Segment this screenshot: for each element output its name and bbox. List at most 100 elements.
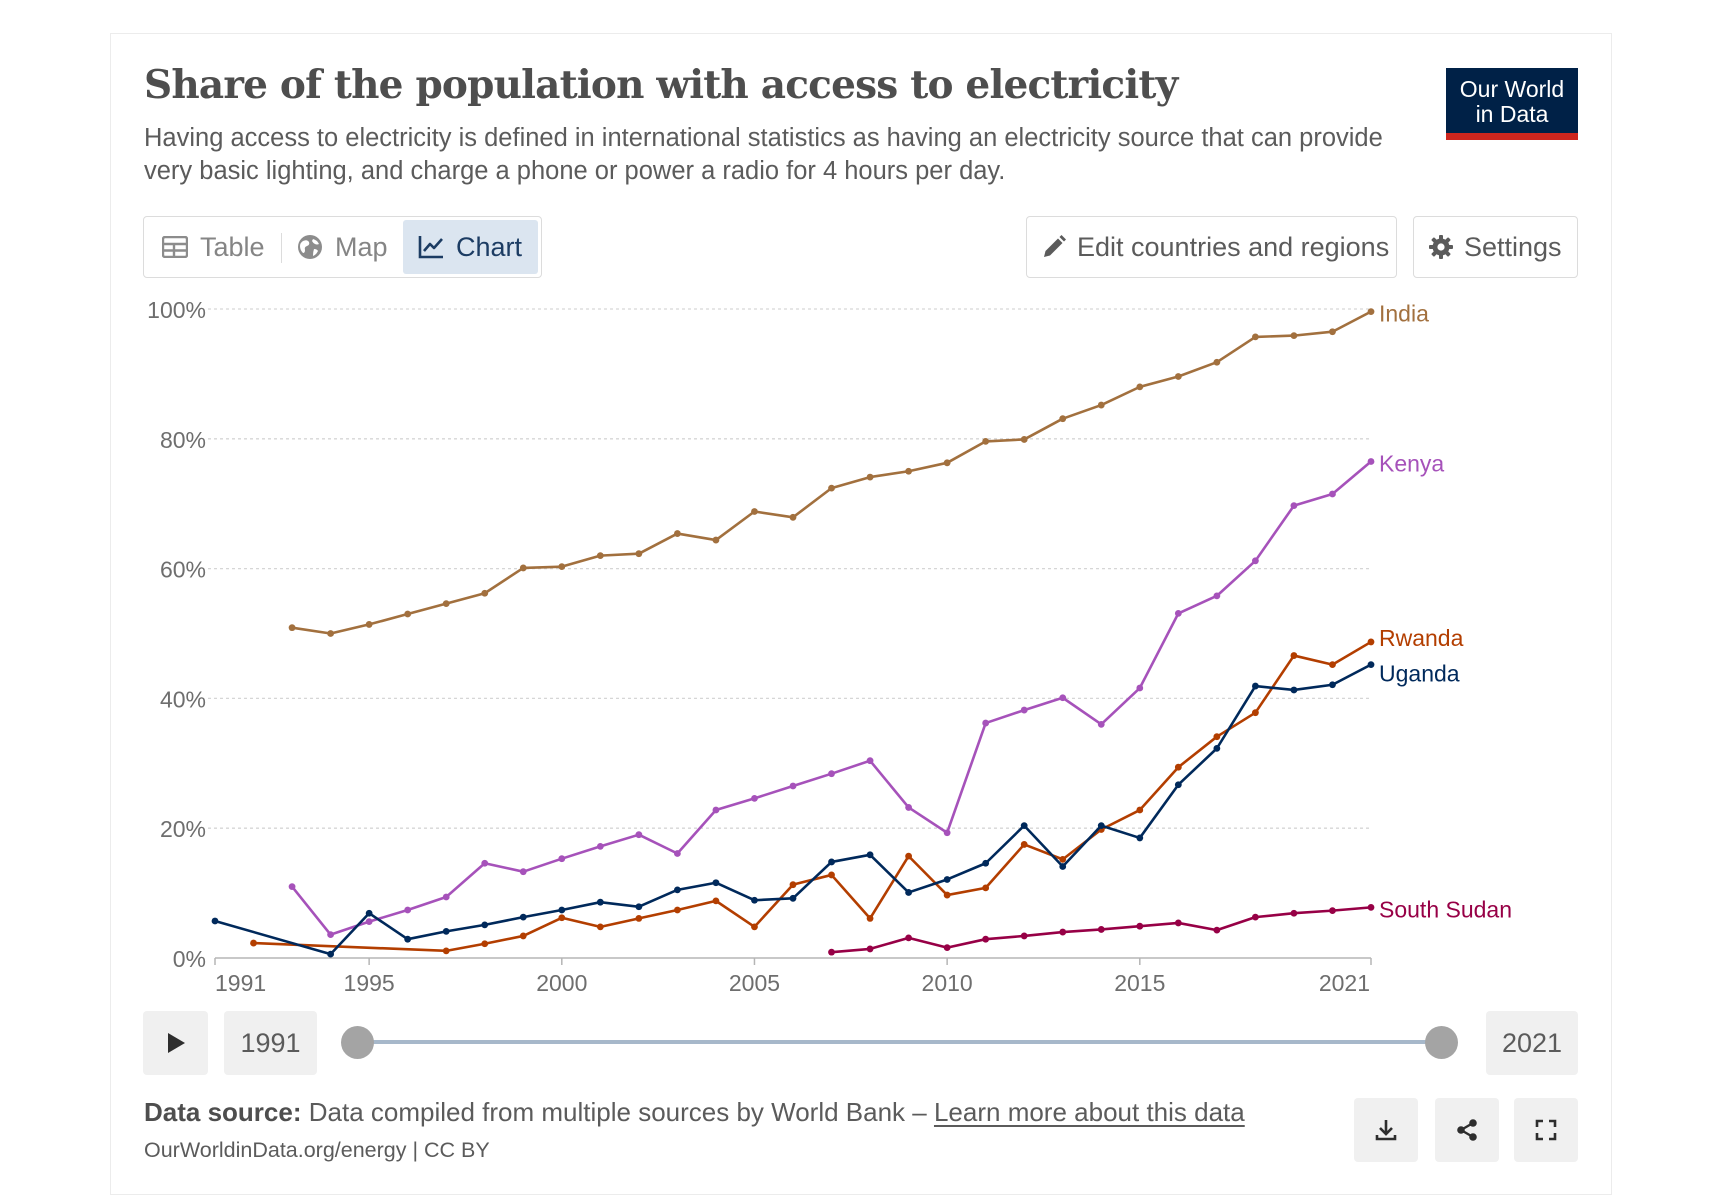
data-point <box>519 913 527 921</box>
edit-countries-button[interactable]: Edit countries and regions <box>1026 216 1397 278</box>
data-point <box>1136 806 1144 814</box>
line-chart-icon <box>418 236 443 259</box>
data-source: Data source: Data compiled from multiple… <box>144 1097 1245 1128</box>
fullscreen-icon <box>1535 1119 1557 1141</box>
data-point <box>674 906 681 914</box>
data-point <box>982 437 990 445</box>
data-point <box>751 923 758 931</box>
data-point <box>674 850 681 857</box>
data-point <box>1097 720 1105 728</box>
data-point <box>866 473 874 481</box>
tab-map[interactable]: Map <box>295 220 398 274</box>
data-point <box>943 944 951 952</box>
data-point <box>365 621 373 628</box>
data-source-text: Data compiled from multiple sources by W… <box>308 1097 927 1127</box>
owid-logo[interactable]: Our World in Data <box>1446 68 1578 140</box>
data-point <box>404 610 412 618</box>
data-point <box>1136 922 1144 930</box>
data-point <box>1329 328 1336 336</box>
series-label: South Sudan <box>1379 896 1512 922</box>
data-point <box>596 842 604 850</box>
data-point <box>674 886 681 894</box>
data-point <box>365 909 373 917</box>
download-button[interactable] <box>1354 1098 1418 1162</box>
timeline-track[interactable] <box>357 1040 1440 1044</box>
globe-icon <box>298 235 322 259</box>
data-point <box>828 948 835 956</box>
data-point <box>1252 557 1259 565</box>
learn-more-link[interactable]: Learn more about this data <box>933 1097 1245 1127</box>
start-year-box[interactable]: 1991 <box>224 1011 317 1075</box>
data-point <box>442 947 450 955</box>
tab-map-label: Map <box>335 231 388 262</box>
data-point <box>1290 502 1298 510</box>
data-point <box>1059 855 1067 863</box>
data-point <box>481 589 489 597</box>
settings-button[interactable]: Settings <box>1413 216 1578 278</box>
timeline-start-handle[interactable] <box>341 1026 374 1059</box>
end-year-box[interactable]: 2021 <box>1486 1011 1578 1075</box>
data-point <box>943 891 951 899</box>
data-point <box>866 757 874 765</box>
data-point <box>596 898 604 906</box>
logo-line-1: Our World <box>1459 76 1565 102</box>
data-point <box>943 876 951 883</box>
data-point <box>712 806 720 814</box>
data-point <box>1213 744 1221 752</box>
y-tick-label: 100% <box>147 297 206 323</box>
data-point <box>712 897 720 905</box>
view-tabs: Table Map Chart <box>143 216 542 278</box>
data-point <box>404 906 412 914</box>
timeline-end-handle[interactable] <box>1425 1026 1458 1059</box>
data-point <box>1020 706 1028 714</box>
series-label: India <box>1379 301 1429 327</box>
x-tick-label: 1991 <box>215 970 266 996</box>
data-point <box>1174 609 1182 617</box>
data-point <box>751 896 758 904</box>
data-point <box>982 884 990 892</box>
data-point <box>442 893 450 901</box>
data-point <box>558 906 566 914</box>
data-point <box>404 935 412 943</box>
edit-countries-label: Edit countries and regions <box>1077 231 1390 262</box>
series-label: Uganda <box>1379 661 1460 687</box>
data-point <box>1059 863 1067 870</box>
series-line <box>253 640 1372 953</box>
x-tick-label: 2005 <box>729 970 780 996</box>
play-icon <box>167 1033 185 1053</box>
data-point <box>943 459 951 467</box>
data-point <box>1020 436 1028 443</box>
chart-subtitle: Having access to electricity is defined … <box>144 124 1383 185</box>
data-point <box>712 879 720 887</box>
tab-table[interactable]: Table <box>160 220 275 274</box>
fullscreen-button[interactable] <box>1514 1098 1578 1162</box>
tab-chart[interactable]: Chart <box>403 220 538 274</box>
data-point <box>1290 686 1298 694</box>
y-tick-label: 0% <box>173 946 206 972</box>
data-point <box>442 600 450 608</box>
data-point <box>635 831 643 839</box>
share-button[interactable] <box>1435 1098 1499 1162</box>
y-tick-label: 40% <box>160 686 206 712</box>
data-point <box>751 794 758 802</box>
data-source-label: Data source: <box>144 1097 302 1127</box>
data-point <box>1290 652 1298 659</box>
data-point <box>1059 928 1067 936</box>
data-point <box>1020 822 1028 830</box>
citation: OurWorldinData.org/energy | CC BY <box>144 1138 490 1162</box>
data-point <box>519 868 527 876</box>
play-button[interactable] <box>143 1011 208 1075</box>
data-point <box>866 945 874 953</box>
data-point <box>481 940 489 948</box>
settings-label: Settings <box>1464 231 1562 262</box>
data-point <box>558 855 566 863</box>
data-point <box>1367 458 1375 465</box>
data-point <box>250 939 257 947</box>
data-point <box>943 829 951 837</box>
x-tick-label: 2021 <box>1319 970 1370 996</box>
data-point <box>1252 913 1259 921</box>
data-point <box>1252 333 1259 341</box>
data-point <box>866 851 874 859</box>
data-point <box>1136 383 1144 391</box>
series-line <box>291 310 1372 635</box>
